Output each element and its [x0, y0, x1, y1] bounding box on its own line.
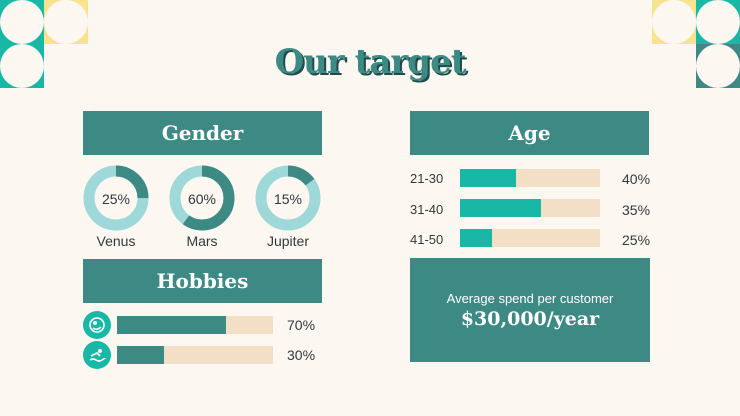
hobby-value-2: 30%	[287, 347, 316, 363]
corner-decoration-tr3	[696, 44, 740, 88]
hobbies-heading: Hobbies	[83, 259, 322, 303]
age-bar-3-fill	[460, 229, 493, 247]
donut-mars	[169, 165, 235, 231]
gender-heading: Gender	[83, 111, 322, 155]
juggling-icon	[83, 311, 111, 339]
age-bar-2	[460, 199, 600, 217]
spend-value: $30,000/year	[460, 308, 600, 330]
age-heading: Age	[410, 111, 649, 155]
donut-label-mars: Mars	[186, 233, 218, 249]
swimming-icon	[83, 341, 111, 369]
age-bar-1-fill	[460, 169, 516, 187]
age-label-1: 21-30	[410, 171, 444, 186]
donut-value-jupiter: 15%	[273, 191, 303, 207]
donut-label-venus: Venus	[96, 233, 136, 249]
age-value-1: 40%	[622, 171, 651, 187]
donut-label-jupiter: Jupiter	[266, 233, 310, 249]
spend-card: Average spend per customer $30,000/year	[410, 258, 650, 362]
corner-decoration-tl1	[0, 0, 44, 44]
age-bar-2-fill	[460, 199, 542, 217]
hobby-bar-2-fill	[117, 346, 164, 364]
age-value-3: 25%	[622, 232, 651, 248]
age-label-3: 41-50	[410, 232, 444, 247]
age-bar-3	[460, 229, 600, 247]
age-bar-1	[460, 169, 600, 187]
hobby-bar-1-fill	[117, 316, 227, 334]
donut-value-venus: 25%	[101, 191, 131, 207]
age-value-2: 35%	[622, 202, 651, 218]
donut-venus	[83, 165, 149, 231]
age-label-2: 31-40	[410, 202, 444, 217]
corner-decoration-tl2	[44, 0, 88, 44]
hobby-bar-1	[117, 316, 273, 334]
hobby-value-1: 70%	[287, 317, 316, 333]
corner-decoration-tr2	[696, 0, 740, 44]
donut-jupiter	[255, 165, 321, 231]
corner-decoration-tl3	[0, 44, 44, 88]
hobby-bar-2	[117, 346, 273, 364]
donut-value-mars: 60%	[187, 191, 217, 207]
gender-donuts	[83, 165, 321, 231]
page-title: Our target	[274, 42, 467, 82]
spend-label: Average spend per customer	[446, 291, 614, 306]
corner-decoration-tr1	[652, 0, 696, 44]
